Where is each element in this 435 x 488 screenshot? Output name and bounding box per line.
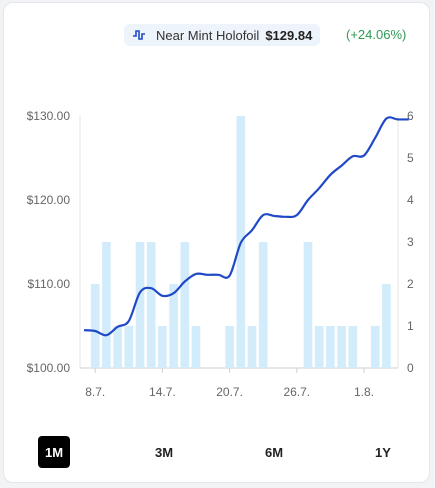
volume-bar [102, 242, 111, 368]
legend-item-near-mint-holofoil[interactable]: Near Mint Holofoil $129.84 [124, 24, 321, 46]
range-button-1y[interactable]: 1Y [375, 444, 391, 460]
right-axis-tick-label: 3 [407, 235, 414, 249]
volume-bar [169, 284, 178, 368]
x-axis-tick-label: 1.8. [354, 385, 374, 399]
range-button-1m[interactable]: 1M [38, 436, 70, 468]
volume-bar [382, 284, 391, 368]
right-axis-tick-label: 1 [407, 319, 414, 333]
time-range-selector: 1M 3M 6M 1Y [0, 436, 435, 468]
volume-bar [225, 326, 234, 368]
legend-price: $129.84 [265, 27, 313, 43]
volume-bar [191, 326, 201, 368]
x-axis-tick-label: 26.7. [283, 385, 310, 399]
volume-bar [135, 242, 145, 368]
volume-bar [158, 326, 167, 368]
volume-bar [326, 326, 335, 368]
left-axis-tick-label: $100.00 [27, 361, 71, 375]
left-axis-tick-label: $130.00 [27, 109, 71, 123]
line-chart-icon [133, 30, 145, 40]
volume-bar [180, 242, 190, 368]
right-axis-tick-label: 4 [407, 193, 414, 207]
volume-bar [247, 326, 257, 368]
volume-bar [90, 284, 100, 368]
volume-bar [258, 242, 268, 368]
volume-bar [314, 326, 324, 368]
volume-bar [337, 326, 346, 368]
volume-bar [348, 326, 358, 368]
volume-bar [124, 326, 134, 368]
range-button-6m[interactable]: 6M [264, 444, 284, 460]
volume-bar [370, 326, 380, 368]
price-line-series [83, 116, 409, 337]
volume-bar [113, 326, 122, 368]
x-axis-tick-label: 8.7. [85, 385, 105, 399]
price-change-percent: (+24.06%) [346, 27, 407, 42]
left-axis-tick-label: $120.00 [27, 193, 71, 207]
left-axis-tick-label: $110.00 [28, 277, 71, 291]
range-button-3m[interactable]: 3M [154, 444, 174, 460]
right-axis-tick-label: 0 [407, 361, 414, 375]
legend-condition-label: Near Mint Holofoil [156, 27, 260, 43]
right-axis-tick-label: 2 [407, 277, 414, 291]
x-axis-tick-label: 20.7. [216, 385, 243, 399]
price-chart-card [3, 2, 430, 483]
right-axis-tick-label: 5 [407, 151, 414, 165]
x-axis-tick-label: 14.7. [149, 385, 176, 399]
volume-bar [303, 242, 313, 368]
volume-bar [146, 242, 156, 368]
right-axis-tick-label: 6 [407, 109, 414, 123]
price-volume-chart: $100.00 $110.00 $120.00 $130.00 0 1 2 3 4 5 6 8.7. 1… [27, 109, 414, 399]
